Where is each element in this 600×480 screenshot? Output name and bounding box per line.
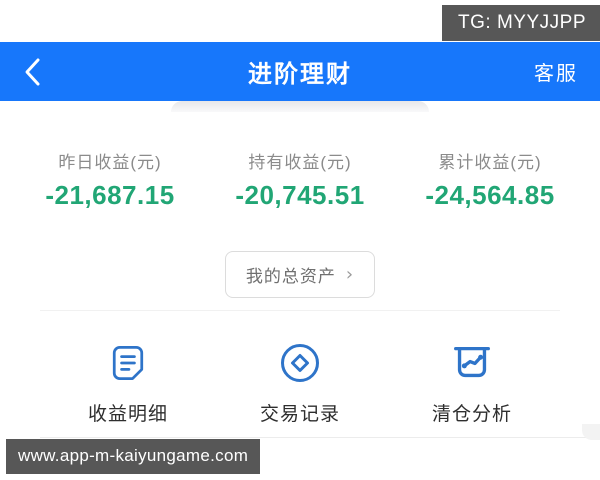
- stat-yesterday-profit: 昨日收益(元) -21,687.15: [30, 148, 190, 211]
- watermark-url: www.app-m-kaiyungame.com: [6, 439, 261, 474]
- total-assets-label: 我的总资产: [245, 267, 336, 286]
- shortcut-profit-details[interactable]: 收益明细: [68, 340, 188, 426]
- profit-stats-row: 昨日收益(元) -21,687.15 持有收益(元) -20,745.51 累计…: [0, 112, 600, 211]
- nav-header: 进阶理财 客服: [0, 42, 600, 101]
- status-strip: TG: MYYJJPP: [0, 0, 600, 42]
- page-title: 进阶理财: [248, 61, 352, 88]
- stat-label: 昨日收益(元): [58, 153, 162, 172]
- bottom-divider: [40, 437, 596, 438]
- back-button[interactable]: [22, 55, 52, 89]
- stat-value: -24,564.85: [425, 180, 555, 210]
- shortcut-label: 清仓分析: [431, 404, 512, 425]
- coin-diamond-icon: [281, 344, 319, 382]
- total-assets-button[interactable]: 我的总资产 ›: [224, 251, 376, 298]
- shortcut-label: 交易记录: [259, 404, 340, 425]
- stat-value: -20,745.51: [235, 180, 365, 210]
- stat-cumulative-profit: 累计收益(元) -24,564.85: [410, 148, 570, 211]
- shortcut-label: 收益明细: [87, 404, 168, 425]
- assets-button-wrap: 我的总资产 ›: [0, 251, 600, 298]
- shortcuts-row: 收益明细 交易记录 清仓分析: [0, 311, 600, 426]
- stat-label: 持有收益(元): [248, 153, 352, 172]
- stat-holding-profit: 持有收益(元) -20,745.51: [220, 148, 380, 211]
- corner-shade: [582, 424, 600, 440]
- shortcut-clearance-analysis[interactable]: 清仓分析: [412, 340, 532, 426]
- stat-label: 累计收益(元): [438, 153, 542, 172]
- card-top-peek: [171, 101, 429, 112]
- tg-contact-badge: TG: MYYJJPP: [442, 5, 600, 41]
- customer-service-button[interactable]: 客服: [534, 63, 578, 85]
- shortcut-transaction-records[interactable]: 交易记录: [240, 340, 360, 426]
- back-chevron-icon: [25, 58, 40, 85]
- trend-bucket-icon: [454, 346, 490, 378]
- chevron-right-icon: ›: [345, 264, 355, 285]
- document-lines-icon: [112, 346, 144, 380]
- section-divider: [40, 310, 560, 311]
- stat-value: -21,687.15: [45, 180, 175, 210]
